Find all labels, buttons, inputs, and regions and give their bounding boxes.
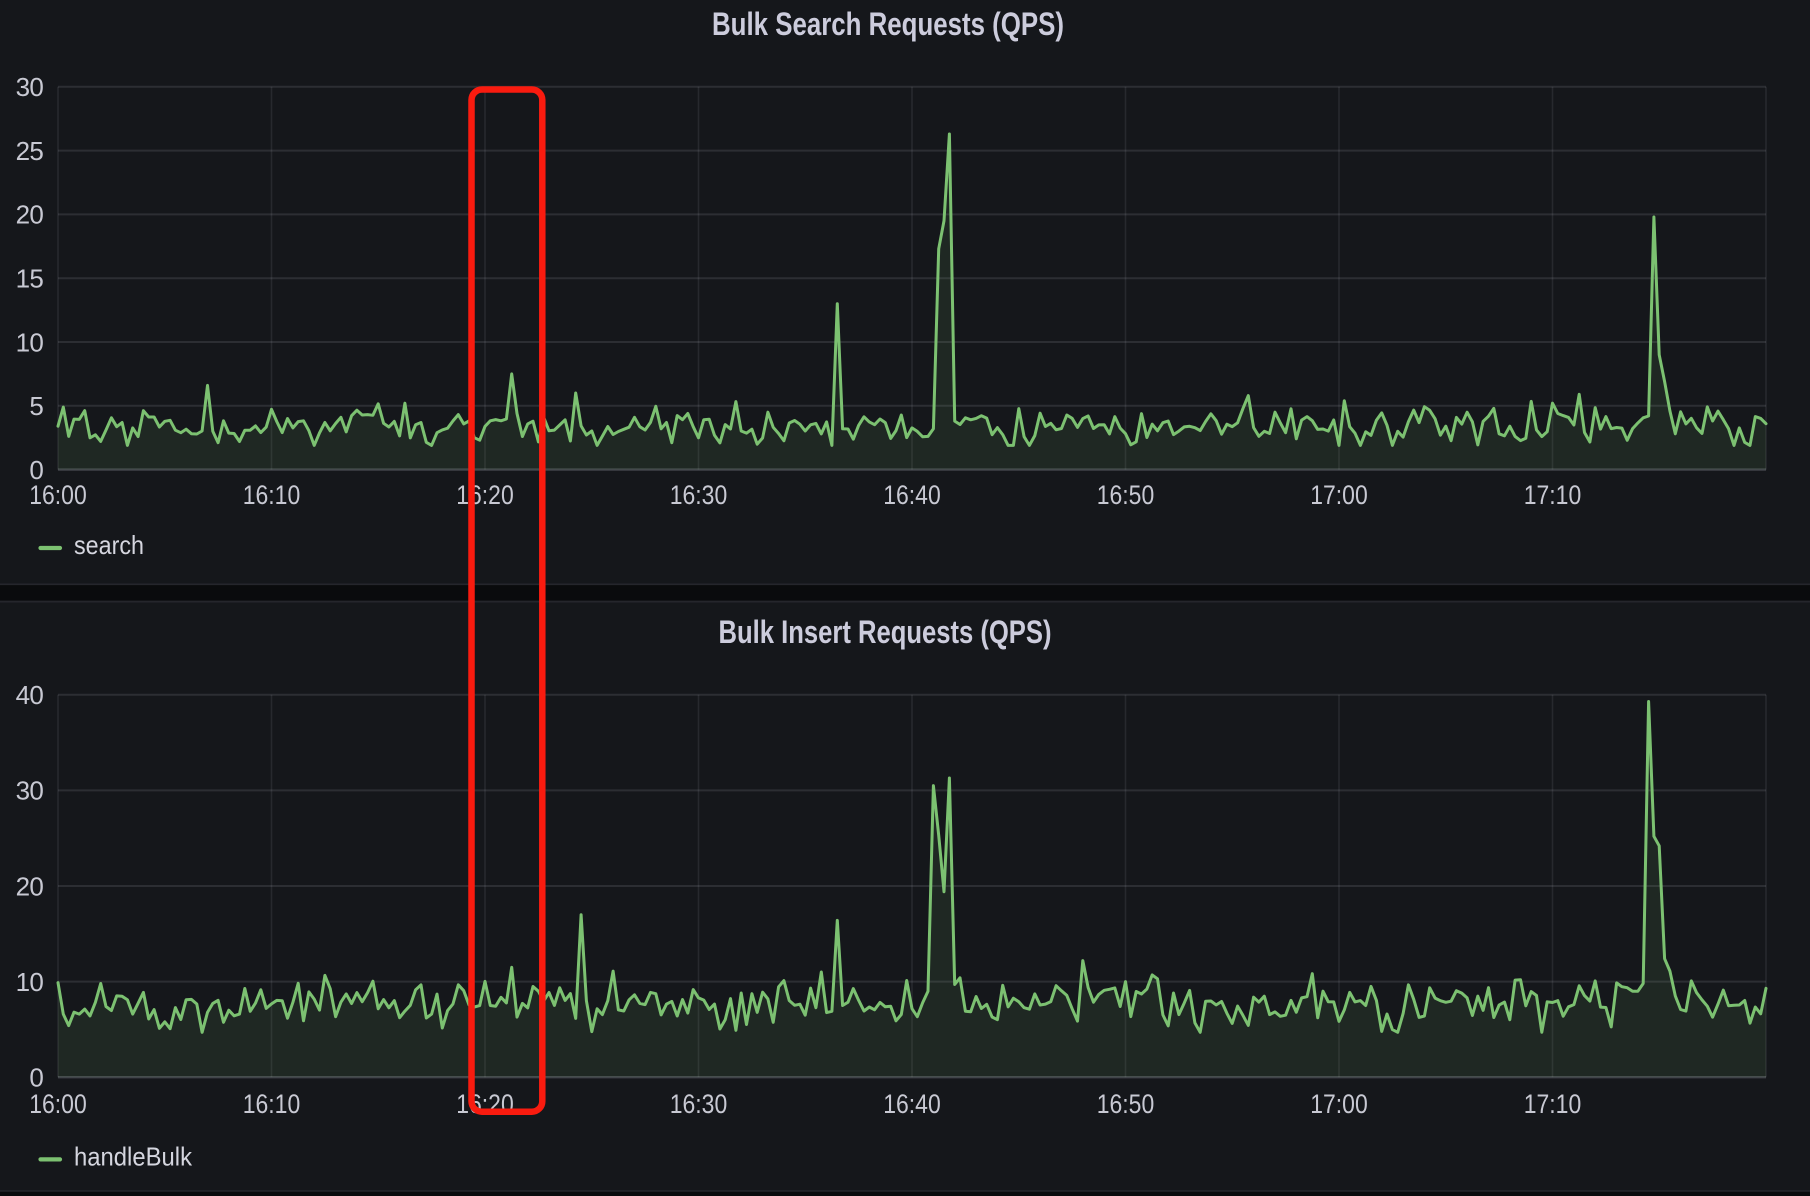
svg-text:16:00: 16:00 bbox=[29, 480, 87, 510]
svg-text:search: search bbox=[74, 530, 144, 560]
svg-text:17:10: 17:10 bbox=[1524, 480, 1582, 510]
svg-text:16:30: 16:30 bbox=[670, 480, 728, 510]
svg-text:40: 40 bbox=[16, 680, 44, 710]
svg-text:16:20: 16:20 bbox=[456, 480, 514, 510]
svg-text:20: 20 bbox=[16, 871, 44, 901]
svg-text:16:10: 16:10 bbox=[243, 480, 301, 510]
svg-text:30: 30 bbox=[16, 72, 44, 102]
svg-text:16:00: 16:00 bbox=[29, 1089, 87, 1119]
svg-text:16:40: 16:40 bbox=[883, 480, 941, 510]
svg-text:16:10: 16:10 bbox=[243, 1089, 301, 1119]
svg-text:5: 5 bbox=[29, 391, 43, 421]
svg-text:0: 0 bbox=[29, 1063, 43, 1093]
svg-text:16:50: 16:50 bbox=[1097, 480, 1155, 510]
svg-text:17:10: 17:10 bbox=[1524, 1089, 1582, 1119]
svg-text:0: 0 bbox=[29, 455, 43, 485]
svg-text:10: 10 bbox=[16, 967, 44, 997]
svg-text:17:00: 17:00 bbox=[1310, 1089, 1368, 1119]
svg-text:16:30: 16:30 bbox=[670, 1089, 728, 1119]
svg-text:10: 10 bbox=[16, 327, 44, 357]
svg-text:16:40: 16:40 bbox=[883, 1089, 941, 1119]
svg-text:20: 20 bbox=[16, 200, 44, 230]
svg-text:handleBulk: handleBulk bbox=[74, 1141, 193, 1171]
svg-text:25: 25 bbox=[16, 136, 44, 166]
svg-text:Bulk Insert Requests (QPS): Bulk Insert Requests (QPS) bbox=[719, 614, 1052, 650]
svg-text:15: 15 bbox=[16, 264, 44, 294]
svg-text:30: 30 bbox=[16, 776, 44, 806]
svg-text:17:00: 17:00 bbox=[1310, 480, 1368, 510]
svg-text:Bulk Search Requests (QPS): Bulk Search Requests (QPS) bbox=[712, 6, 1064, 42]
svg-text:16:50: 16:50 bbox=[1097, 1089, 1155, 1119]
